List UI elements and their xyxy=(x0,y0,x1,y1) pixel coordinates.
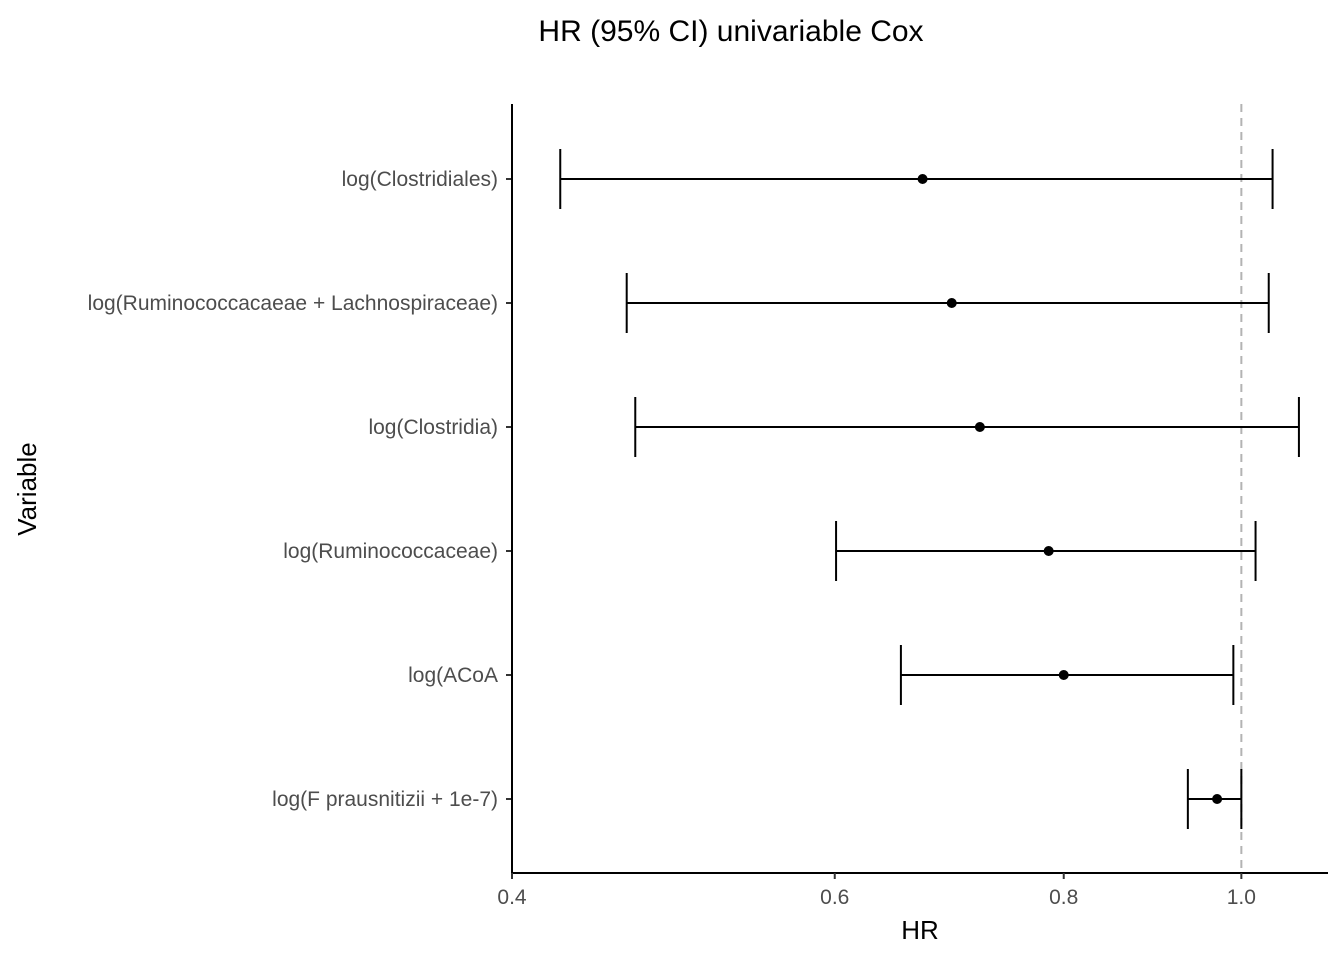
y-tick-label: log(Ruminococcacaeae + Lachnospiraceae) xyxy=(88,292,498,315)
hr-point xyxy=(946,298,957,308)
x-tick-label: 0.4 xyxy=(497,886,527,909)
y-tick-label: log(F prausnitizii + 1e-7) xyxy=(272,788,498,811)
chart-title: HR (95% CI) univariable Cox xyxy=(538,15,923,48)
hr-point xyxy=(974,422,985,432)
y-tick-label: log(Ruminococcaceae) xyxy=(283,540,498,563)
x-axis-title: HR xyxy=(901,915,939,945)
hr-point xyxy=(917,174,928,184)
x-tick-label: 1.0 xyxy=(1227,886,1256,909)
y-tick-label: log(Clostridia) xyxy=(368,416,498,439)
hr-point xyxy=(1212,794,1223,804)
hr-point xyxy=(1058,670,1069,680)
y-axis-title: Variable xyxy=(12,442,42,535)
plot-area: log(Clostridiales) log(Ruminococcacaeae +… xyxy=(88,104,1328,909)
x-tick-label: 0.8 xyxy=(1049,886,1078,909)
y-tick-label: log(Clostridiales) xyxy=(342,168,498,191)
x-tick-label: 0.6 xyxy=(820,886,849,909)
y-tick-label: log(ACoA xyxy=(408,664,498,687)
hr-point xyxy=(1043,546,1054,556)
